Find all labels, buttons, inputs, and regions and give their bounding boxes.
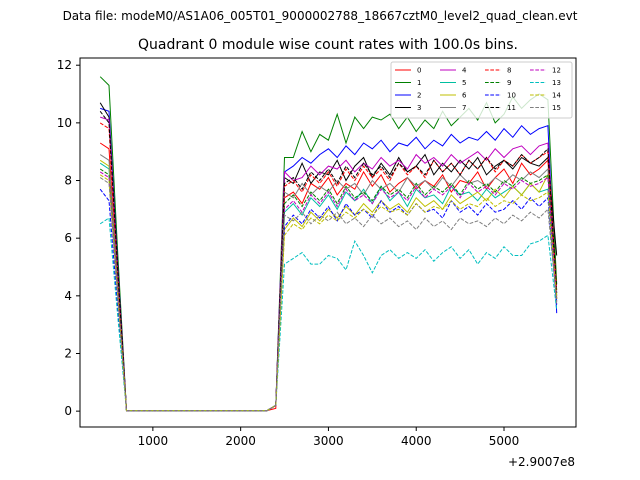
y-tick-label: 0: [64, 404, 72, 418]
y-tick-label: 2: [64, 346, 72, 360]
legend-label-13: 13: [552, 79, 561, 87]
legend-label-7: 7: [462, 104, 466, 112]
legend-label-11: 11: [507, 104, 516, 112]
legend-label-15: 15: [552, 104, 561, 112]
plot-area: [99, 76, 558, 412]
legend-label-10: 10: [507, 92, 516, 100]
x-tick-label: 5000: [489, 434, 520, 448]
legend-label-3: 3: [417, 104, 421, 112]
legend-label-9: 9: [507, 79, 511, 87]
legend-label-6: 6: [462, 92, 467, 100]
y-tick-label: 4: [64, 289, 72, 303]
legend-label-4: 4: [462, 67, 467, 75]
x-tick-label: 4000: [401, 434, 432, 448]
y-tick-label: 8: [64, 174, 72, 188]
legend-label-1: 1: [417, 79, 421, 87]
y-tick-label: 6: [64, 231, 72, 245]
x-tick-label: 1000: [138, 434, 169, 448]
series-line-10: [99, 188, 558, 412]
legend-label-0: 0: [417, 67, 421, 75]
y-tick-label: 12: [57, 58, 72, 72]
legend-label-5: 5: [462, 79, 466, 87]
legend-label-2: 2: [417, 92, 421, 100]
series-line-13: [99, 217, 558, 412]
chart-title: Quadrant 0 module wise count rates with …: [138, 37, 518, 53]
legend-box: [390, 61, 573, 119]
legend-label-14: 14: [552, 92, 561, 100]
legend-label-8: 8: [507, 67, 511, 75]
x-tick-label: 3000: [313, 434, 344, 448]
x-offset-label: +2.9007e8: [508, 455, 575, 469]
series-line-14: [99, 174, 558, 412]
y-tick-label: 10: [57, 116, 72, 130]
x-tick-label: 2000: [225, 434, 256, 448]
figure-suptitle: Data file: modeM0/AS1A06_005T01_90000027…: [63, 9, 578, 23]
legend-label-12: 12: [552, 67, 561, 75]
series-line-9: [99, 168, 558, 412]
series-line-15: [99, 177, 558, 412]
